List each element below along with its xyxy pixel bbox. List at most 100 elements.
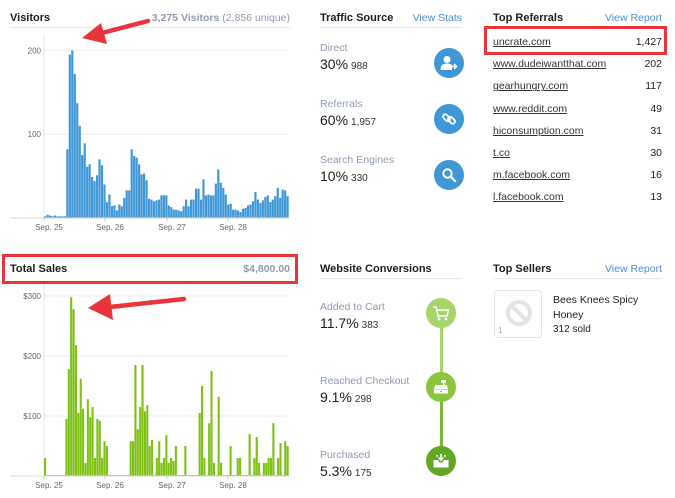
chart-bar — [83, 143, 86, 218]
chart-bar — [209, 195, 212, 218]
chart-bar — [145, 180, 148, 218]
traffic-item-referrals: Referrals 60% 1,957 — [320, 98, 464, 134]
chart-bar — [185, 199, 188, 218]
chart-bar — [103, 184, 106, 218]
chart-bar — [192, 199, 195, 218]
chart-bar — [249, 204, 252, 218]
traffic-value: 60% 1,957 — [320, 112, 462, 128]
x-tick-label: Sep. 28 — [219, 481, 247, 490]
seller-thumbnail[interactable]: 1 — [494, 290, 542, 338]
chart-bar — [251, 201, 255, 218]
chart-bar — [208, 423, 211, 476]
chart-bar — [184, 446, 187, 476]
chart-bar — [182, 206, 185, 218]
chart-bar — [194, 188, 198, 218]
user-arrow-icon — [434, 48, 464, 78]
total-sales-title: Total Sales — [10, 263, 68, 275]
x-tick-label: Sep. 25 — [35, 481, 63, 490]
website-conversions-title: Website Conversions — [320, 262, 432, 275]
chart-bar — [258, 462, 261, 476]
referral-link[interactable]: m.facebook.com — [493, 169, 571, 182]
chart-bar — [118, 204, 121, 218]
chart-bar — [125, 190, 128, 218]
chart-bar — [53, 215, 57, 218]
view-stats-link[interactable]: View Stats — [412, 11, 462, 24]
referral-link[interactable]: uncrate.com — [493, 36, 551, 49]
chart-bar — [274, 196, 277, 218]
chart-bar — [170, 207, 173, 218]
chart-bar — [187, 206, 190, 218]
traffic-source-title: Traffic Source — [320, 11, 394, 24]
chart-bar — [93, 181, 96, 218]
chart-bar — [172, 461, 175, 476]
chart-bar — [212, 195, 215, 218]
chart-bar — [58, 216, 62, 218]
chart-bar — [202, 179, 205, 218]
referral-link[interactable]: gearhungry.com — [493, 80, 569, 93]
chart-bar — [123, 197, 126, 218]
view-report-link[interactable]: View Report — [604, 262, 662, 275]
chart-bar — [158, 441, 161, 476]
chart-bar — [165, 195, 168, 218]
chart-bar — [155, 458, 158, 476]
referral-link[interactable]: www.dudeiwantthat.com — [493, 58, 607, 71]
chart-bar — [160, 462, 163, 476]
chart-bar — [180, 211, 183, 218]
chart-bar — [148, 446, 151, 476]
chart-bar — [157, 199, 161, 218]
chart-bar — [68, 54, 71, 218]
y-tick-label: 100 — [28, 130, 42, 139]
chart-bar — [93, 458, 97, 476]
traffic-source-header: Traffic Source View Stats — [320, 8, 462, 28]
referral-link[interactable]: www.reddit.com — [493, 102, 568, 115]
chart-bar — [256, 199, 260, 218]
sales-chart: $100 $200 $300 Sep. 25 Sep. 26 Sep. 27 Sep. 28 — [0, 282, 300, 494]
chart-bar — [110, 206, 113, 218]
chart-bar — [130, 149, 133, 218]
chart-bar — [44, 458, 47, 476]
chart-bar — [220, 462, 223, 476]
inbox-download-icon — [426, 446, 456, 476]
chart-bar — [279, 443, 282, 476]
referral-link[interactable]: hiconsumption.com — [493, 124, 584, 137]
seller-rank: 1 — [498, 326, 503, 335]
chart-bar — [222, 187, 225, 218]
chart-bar — [266, 195, 269, 218]
seller-name[interactable]: Bees Knees Spicy Honey — [553, 294, 639, 321]
chart-bar — [134, 365, 137, 476]
y-tick-label: 200 — [28, 46, 42, 55]
chart-bar — [140, 174, 143, 218]
chart-bar — [162, 195, 165, 218]
chart-bar — [120, 206, 123, 218]
x-tick-label: Sep. 27 — [158, 223, 186, 232]
chart-bar — [255, 437, 258, 476]
top-sellers-panel: Top Sellers View Report 1 Bees Knees Spi… — [493, 259, 662, 359]
x-tick-label: Sep. 26 — [96, 223, 124, 232]
search-icon — [434, 160, 464, 190]
chart-bar — [48, 215, 52, 218]
conversion-percent: 11.7% — [320, 315, 359, 331]
chart-bar — [174, 446, 177, 476]
referral-row: t.co 30 — [493, 142, 662, 164]
chart-bar — [135, 157, 138, 218]
visitors-summary: 3,275 Visitors (2,856 unique) — [152, 12, 290, 24]
chart-bar — [246, 205, 250, 218]
chart-bar — [63, 216, 66, 218]
conversion-count: 298 — [354, 394, 372, 405]
chart-bar — [133, 155, 136, 218]
referral-count: 31 — [650, 124, 662, 137]
chart-bar — [244, 207, 247, 218]
view-report-link[interactable]: View Report — [604, 11, 662, 24]
referral-link[interactable]: l.facebook.com — [493, 191, 564, 204]
website-conversions-panel: Website Conversions Added to Cart 11.7% 3… — [320, 259, 462, 494]
visitors-bar-chart: 100 200 Sep. 25 Sep. 26 Sep. 27 Sep. 28 — [10, 34, 289, 232]
chart-bar — [77, 413, 80, 476]
chart-bar — [286, 196, 289, 218]
chart-bar — [46, 214, 49, 218]
referral-link[interactable]: t.co — [493, 147, 510, 160]
top-sellers-header: Top Sellers View Report — [493, 259, 662, 279]
chart-bar — [101, 458, 104, 476]
link-icon — [434, 104, 464, 134]
chart-bar — [105, 202, 109, 218]
seller-sold: 312 sold — [553, 324, 591, 335]
